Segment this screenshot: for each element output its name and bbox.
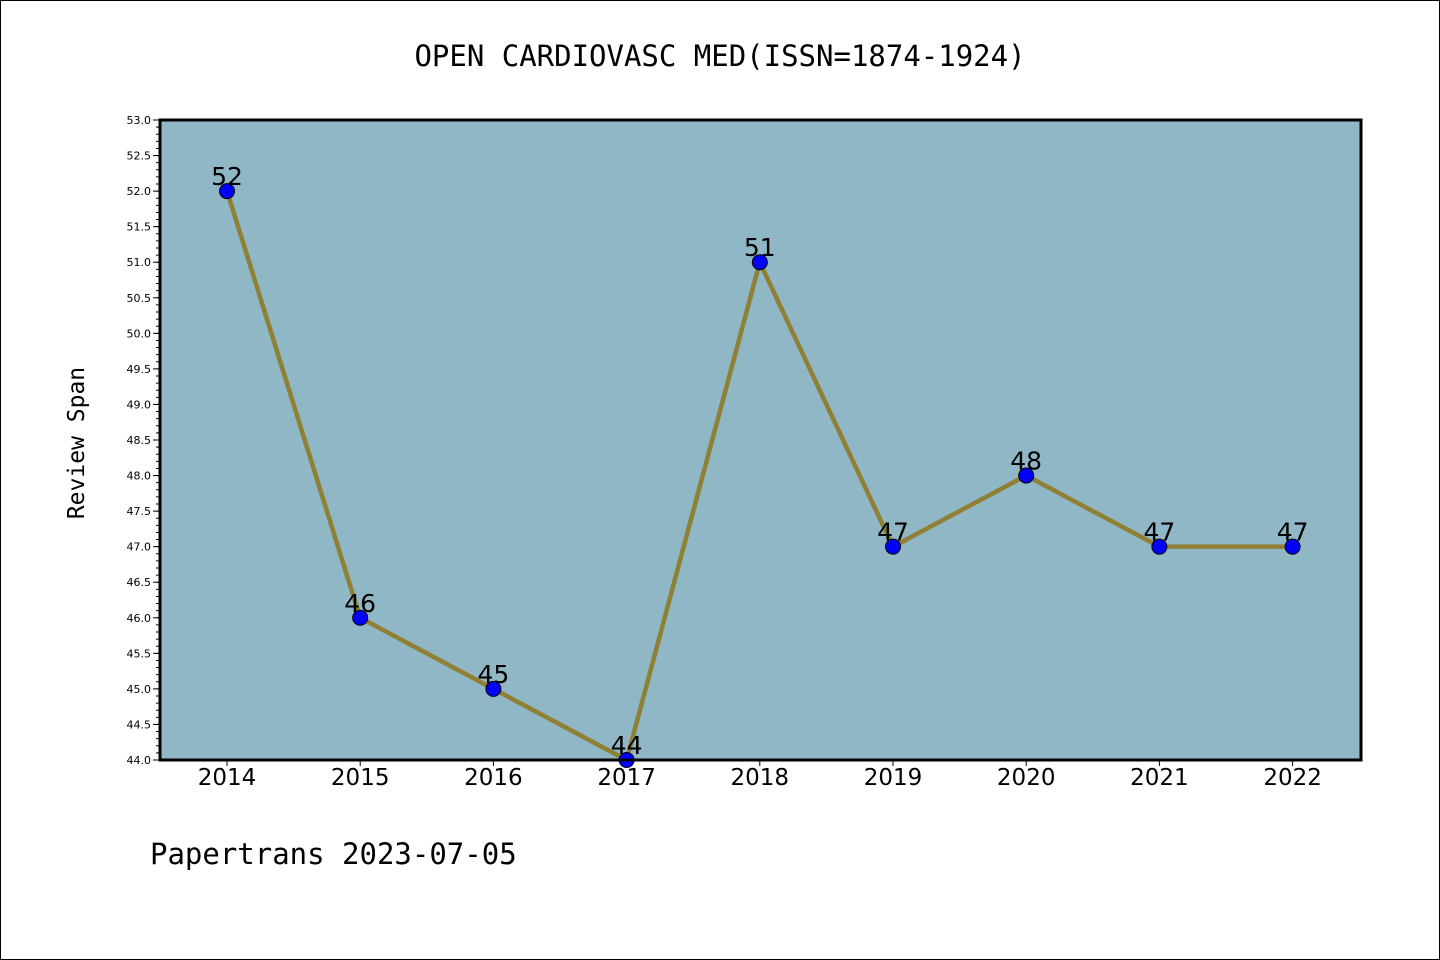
y-tick-label: 51.5 (127, 221, 152, 234)
data-point (885, 538, 901, 555)
y-tick-label: 46.0 (127, 612, 152, 625)
footer-text: Papertrans 2023-07-05 (150, 837, 517, 871)
data-label: 44 (611, 731, 643, 760)
y-tick-label: 52.0 (127, 185, 152, 198)
data-point (751, 254, 768, 271)
y-tick-label: 50.5 (127, 292, 152, 305)
y-tick-label: 45.0 (127, 683, 152, 696)
data-point (219, 183, 235, 200)
series-group: 52 46 45 44 51 47 48 47 47 (211, 162, 1309, 768)
plot-border (158, 118, 1363, 762)
y-tick-label: 44.0 (127, 754, 152, 767)
data-label: 47 (877, 518, 909, 547)
x-tick-label: 2018 (731, 765, 790, 791)
data-label: 46 (344, 589, 376, 618)
data-point (1284, 538, 1301, 555)
y-tick-label: 51.0 (127, 256, 152, 269)
data-label: 45 (477, 660, 509, 689)
y-tick-label: 53.0 (127, 114, 152, 127)
y-tick-label: 44.5 (127, 718, 152, 731)
x-tick-label: 2021 (1130, 765, 1189, 791)
x-tick-label: 2017 (597, 765, 656, 791)
y-tick-label: 49.5 (127, 363, 152, 376)
chart-title: OPEN CARDIOVASC MED(ISSN=1874-1924) (414, 39, 1025, 73)
data-label: 52 (211, 162, 243, 191)
data-point (352, 609, 369, 626)
y-tick-label: 45.5 (127, 647, 152, 660)
x-tick-label: 2016 (464, 765, 523, 791)
plot-area (160, 120, 1361, 760)
data-label: 47 (1277, 518, 1309, 547)
x-tick-label: 2014 (198, 765, 257, 791)
x-tick-label: 2019 (864, 765, 923, 791)
data-point (485, 680, 502, 697)
x-axis-ticks: 2014 2015 2016 2017 2018 2019 2020 2021 2022 (198, 760, 1322, 791)
y-tick-label: 48.0 (127, 470, 152, 483)
y-tick-label: 48.5 (127, 434, 152, 447)
y-tick-label: 49.0 (127, 398, 152, 411)
data-label: 47 (1143, 518, 1175, 547)
x-tick-label: 2022 (1263, 765, 1322, 791)
y-tick-label: 52.5 (127, 150, 152, 163)
y-tick-label: 47.5 (127, 505, 152, 518)
y-tick-label: 50.0 (127, 327, 152, 340)
y-tick-label: 47.0 (127, 541, 152, 554)
data-label: 51 (744, 233, 776, 262)
data-label: 48 (1010, 447, 1042, 476)
x-tick-label: 2020 (997, 765, 1056, 791)
data-point (1151, 538, 1168, 555)
y-axis-ticks: 44.0 44.5 45.0 45.5 46.0 46.5 47.0 47.5 48.0 48.5… (127, 114, 160, 767)
y-tick-label: 46.5 (127, 576, 152, 589)
y-axis-label: Review Span (64, 367, 90, 519)
data-point (1018, 467, 1035, 484)
x-tick-label: 2015 (331, 765, 390, 791)
